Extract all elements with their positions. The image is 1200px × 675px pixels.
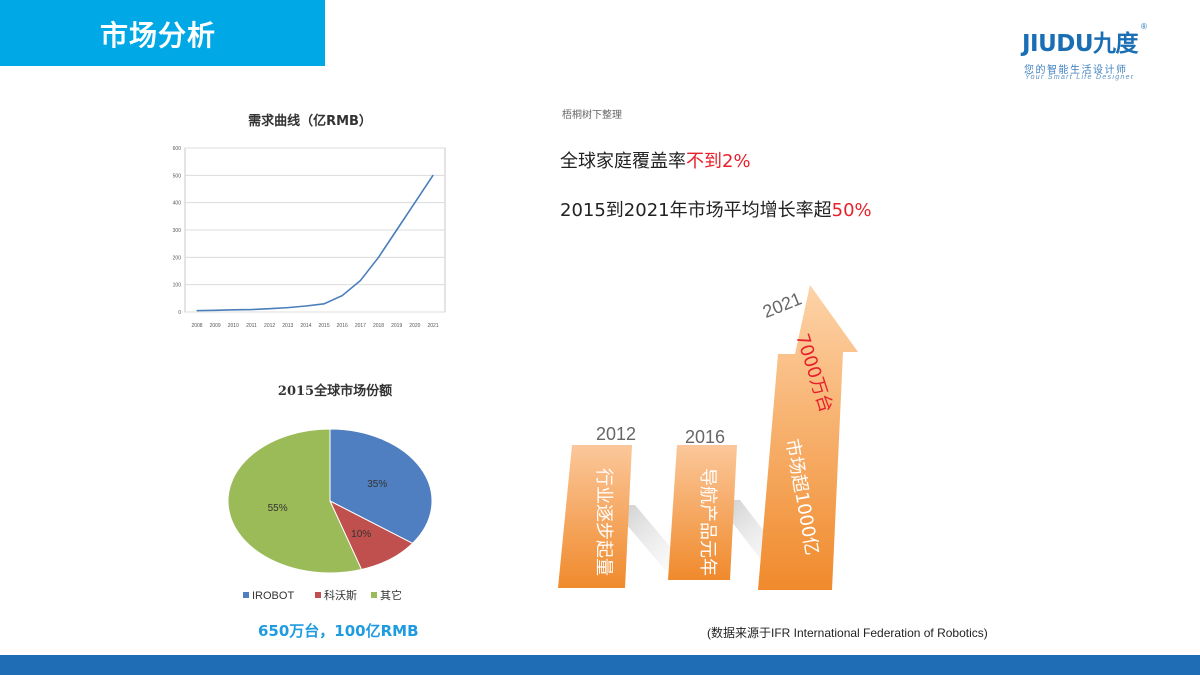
logo-tagline-cn: 您的智能生活设计师: [1024, 65, 1128, 76]
demand-point: [359, 279, 361, 282]
pie-slice: [227, 428, 363, 574]
demand-point: [305, 305, 307, 307]
logo-tagline-en: Your Smart Life Designer: [1025, 74, 1135, 81]
pie-caption: 650万台，100亿RMB: [258, 622, 419, 640]
demand-series-line: [196, 174, 434, 312]
x-tick-label: 2009: [210, 323, 221, 329]
y-tick-label: 200: [173, 255, 182, 261]
milestone-text-2016: 导航产品元年: [697, 468, 718, 576]
growth-stat: 2015到2021年市场平均增长率超50%: [560, 196, 872, 222]
x-tick-label: 2012: [264, 323, 275, 329]
pie-slice-label: 35%: [367, 479, 387, 490]
demand-point: [214, 309, 216, 311]
year-label-2012: 2012: [596, 424, 636, 444]
y-tick-label: 600: [173, 146, 182, 152]
x-tick-label: 2014: [300, 323, 311, 329]
logo-registered-mark: ®: [1141, 22, 1147, 31]
x-tick-label: 2020: [409, 323, 420, 329]
x-tick-label: 2019: [391, 323, 402, 329]
demand-point: [414, 202, 416, 204]
coverage-stat: 全球家庭覆盖率不到2%: [560, 147, 751, 173]
x-tick-label: 2017: [355, 323, 366, 329]
title-bar: [0, 0, 325, 66]
y-tick-label: 100: [173, 283, 182, 289]
pie-slice-label: 10%: [351, 529, 371, 540]
demand-curve-chart: 需求曲线（亿RMB） 0 100 200 300 400 500 600 2008 2009 20…: [160, 100, 460, 340]
x-tick-label: 2008: [191, 323, 202, 329]
data-source-reference: (数据来源于IFR International Federation of Ro…: [707, 626, 988, 640]
logo-name: JIUDU九度: [1022, 31, 1139, 57]
market-share-chart: 2015全球市场份额 35% 10% 55% IROBOT 科沃斯 其它: [205, 375, 465, 615]
x-tick-label: 2010: [228, 323, 239, 329]
growth-stat-highlight: 50%: [831, 200, 872, 221]
coverage-stat-prefix: 全球家庭覆盖率: [560, 151, 686, 172]
demand-point: [287, 307, 289, 309]
x-tick-label: 2018: [373, 323, 384, 329]
demand-point: [196, 310, 198, 312]
milestone-infographic: 2012 2016 2021 行业逐步起量 导航产品元年 7000万台 市场超1…: [558, 285, 858, 590]
milestone-bar-2016: [668, 445, 737, 580]
milestone-bar-2012: [558, 445, 632, 588]
year-label-2021: 2021: [760, 288, 805, 322]
year-label-2016: 2016: [685, 427, 725, 447]
line-chart-svg: 0 100 200 300 400 500 600 2008 2009 2010 2011 2012 2…: [173, 146, 446, 329]
demand-point: [396, 229, 398, 231]
milestone-text-2012: 行业逐步起量: [593, 468, 614, 576]
demand-point: [432, 174, 434, 176]
pie-chart-svg: 35% 10% 55% IROBOT 科沃斯 其它: [227, 428, 433, 602]
x-tick-label: 2011: [246, 323, 257, 329]
coverage-stat-highlight: 不到2%: [686, 151, 751, 172]
milestone-arrow-2021: [758, 285, 858, 590]
line-chart-title: 需求曲线（亿RMB）: [248, 114, 372, 129]
pie-chart-title: 2015全球市场份额: [277, 384, 393, 399]
demand-point: [269, 308, 271, 310]
y-tick-label: 400: [173, 201, 182, 207]
x-tick-label: 2016: [337, 323, 348, 329]
x-tick-label: 2015: [319, 323, 330, 329]
legend-label: IROBOT: [252, 590, 294, 602]
legend-swatch: [371, 592, 377, 598]
legend-label: 科沃斯: [324, 588, 357, 602]
x-tick-label: 2021: [427, 323, 438, 329]
y-tick-label: 0: [178, 310, 181, 316]
demand-point: [341, 295, 343, 297]
demand-point: [232, 309, 234, 311]
source-note: 梧桐树下整理: [562, 110, 622, 121]
y-tick-label: 300: [173, 228, 182, 234]
legend-label: 其它: [380, 588, 402, 602]
page-title: 市场分析: [100, 19, 217, 52]
legend-swatch: [315, 592, 321, 598]
footer-bar: [0, 655, 1200, 675]
growth-stat-prefix: 2015到2021年市场平均增长率超: [560, 200, 832, 221]
y-tick-label: 500: [173, 173, 182, 179]
pie-slice: [329, 428, 433, 544]
demand-point: [377, 256, 380, 258]
pie-slice-label: 55%: [268, 503, 288, 514]
brand-logo: JIUDU九度 ® 您的智能生活设计师 Your Smart Life Desi…: [1022, 22, 1152, 84]
demand-point: [250, 308, 253, 311]
legend-swatch: [243, 592, 249, 598]
demand-point: [323, 303, 325, 305]
x-tick-label: 2013: [282, 323, 293, 329]
